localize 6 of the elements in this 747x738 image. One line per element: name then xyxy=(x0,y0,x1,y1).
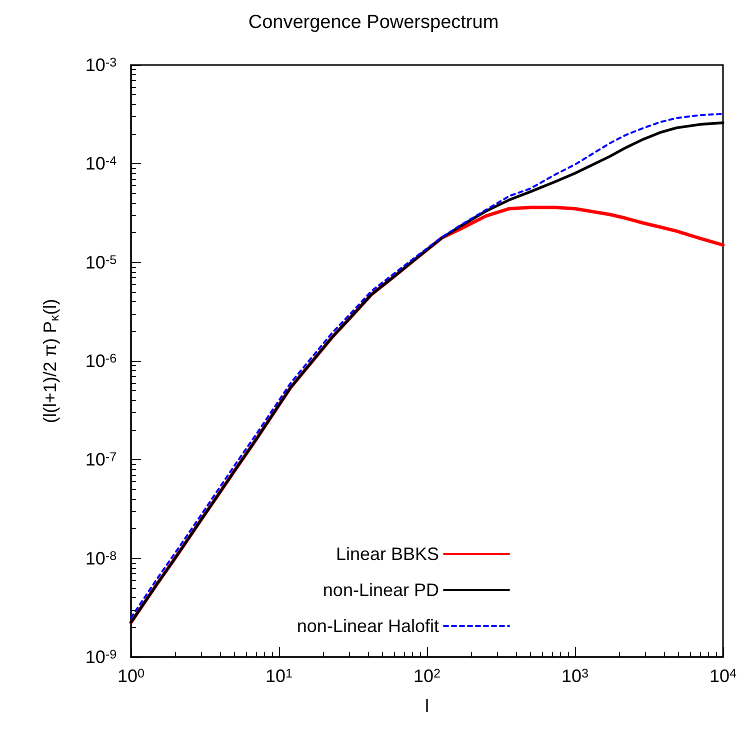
legend-label: non-Linear PD xyxy=(322,580,439,600)
legend-label: Linear BBKS xyxy=(336,544,439,564)
chart-title: Convergence Powerspectrum xyxy=(248,12,499,33)
y-axis-title: (l(l+1)/2 π) Pκ(l) xyxy=(40,298,62,424)
legend-label: non-Linear Halofit xyxy=(296,616,439,636)
x-axis-title: l xyxy=(425,696,429,716)
